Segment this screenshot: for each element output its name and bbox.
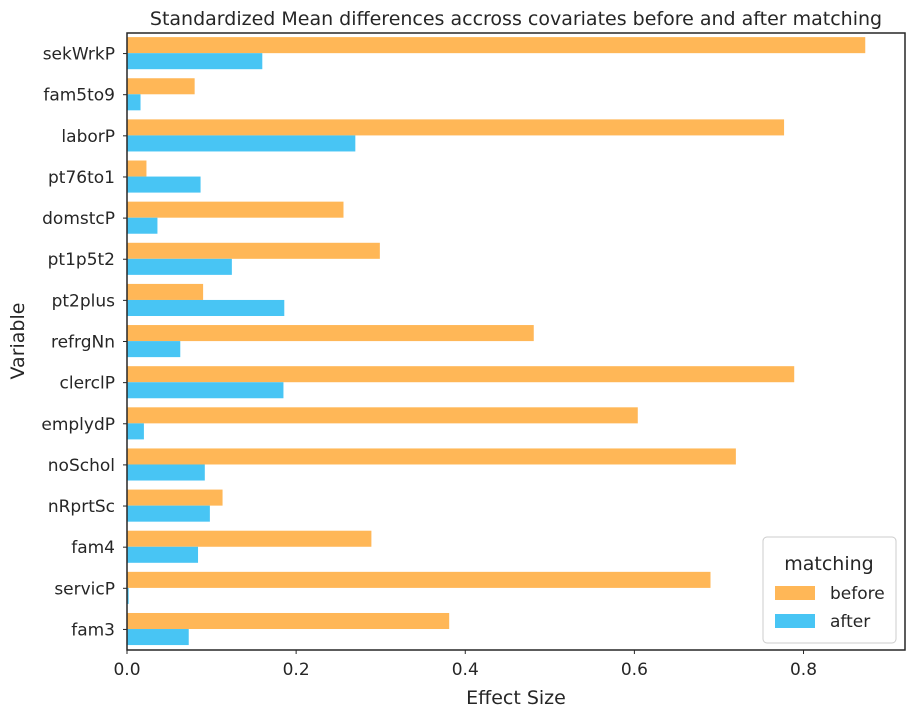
legend-swatch-before [775, 586, 815, 600]
bar-after-pt2plus [127, 299, 285, 316]
x-tick-label-0.6: 0.6 [621, 660, 648, 680]
y-tick-label-noSchol: noSchol [48, 456, 115, 476]
bar-before-refrgNn [127, 325, 534, 342]
legend-swatch-after [775, 614, 815, 628]
bar-after-fam3 [127, 629, 189, 646]
x-tick-labels: 0.0 0.2 0.4 0.6 0.8 [113, 650, 817, 680]
chart-title: Standardized Mean differences accross co… [150, 8, 882, 30]
bar-after-laborP [127, 135, 356, 152]
x-axis-title: Effect Size [466, 687, 566, 709]
bar-after-refrgNn [127, 341, 181, 358]
x-tick-label-0.2: 0.2 [283, 660, 310, 680]
y-tick-label-emplydP: emplydP [41, 415, 115, 435]
bar-after-clerclP [127, 382, 284, 399]
x-tick-label-0.8: 0.8 [790, 660, 817, 680]
bar-before-laborP [127, 119, 785, 136]
legend-label-before: before [830, 584, 885, 604]
legend-label-after: after [830, 612, 870, 632]
bar-before-fam4 [127, 530, 372, 547]
y-tick-label-nRprtSc: nRprtSc [48, 497, 115, 517]
y-tick-label-clerclP: clerclP [60, 374, 115, 394]
bar-before-pt2plus [127, 283, 204, 300]
y-tick-label-fam4: fam4 [71, 538, 115, 558]
y-tick-label-pt76to1: pt76to1 [48, 168, 115, 188]
bar-after-nRprtSc [127, 505, 210, 522]
y-tick-label-servicP: servicP [54, 579, 115, 599]
bar-after-pt76to1 [127, 176, 201, 193]
x-tick-label-0.0: 0.0 [113, 660, 140, 680]
x-tick-label-0.4: 0.4 [452, 660, 479, 680]
y-tick-labels: sekWrkP fam5to9 laborP pt76to1 domstcP pt1p5t… [41, 45, 127, 640]
bar-after-sekWrkP [127, 53, 263, 70]
bar-before-fam5to9 [127, 78, 195, 95]
bar-after-pt1p5t2 [127, 258, 232, 275]
bar-before-noSchol [127, 448, 736, 465]
y-tick-label-pt2plus: pt2plus [52, 291, 116, 311]
y-tick-label-fam3: fam3 [71, 620, 115, 640]
y-tick-label-pt1p5t2: pt1p5t2 [48, 250, 115, 270]
bar-after-fam4 [127, 546, 199, 563]
bar-before-emplydP [127, 407, 638, 424]
y-tick-label-fam5to9: fam5to9 [43, 86, 115, 106]
bar-before-domstcP [127, 201, 344, 218]
legend: matching before after [762, 536, 897, 644]
y-tick-label-sekWrkP: sekWrkP [43, 45, 115, 65]
y-axis-title: Variable [7, 303, 29, 380]
bar-before-clerclP [127, 366, 795, 383]
bar-after-fam5to9 [127, 94, 141, 111]
bar-after-domstcP [127, 217, 158, 234]
bar-after-noSchol [127, 464, 205, 481]
bar-before-fam3 [127, 612, 450, 630]
bar-after-servicP [127, 587, 129, 604]
legend-title: matching [784, 553, 873, 575]
bar-before-pt1p5t2 [127, 242, 380, 259]
bars-group [127, 37, 866, 646]
y-tick-label-domstcP: domstcP [42, 209, 115, 229]
bar-before-servicP [127, 571, 711, 588]
bar-before-nRprtSc [127, 489, 223, 506]
y-tick-label-refrgNn: refrgNn [51, 333, 115, 353]
bar-before-sekWrkP [127, 37, 866, 54]
bar-before-pt76to1 [127, 160, 147, 177]
bar-after-emplydP [127, 423, 144, 440]
y-tick-label-laborP: laborP [61, 127, 115, 147]
